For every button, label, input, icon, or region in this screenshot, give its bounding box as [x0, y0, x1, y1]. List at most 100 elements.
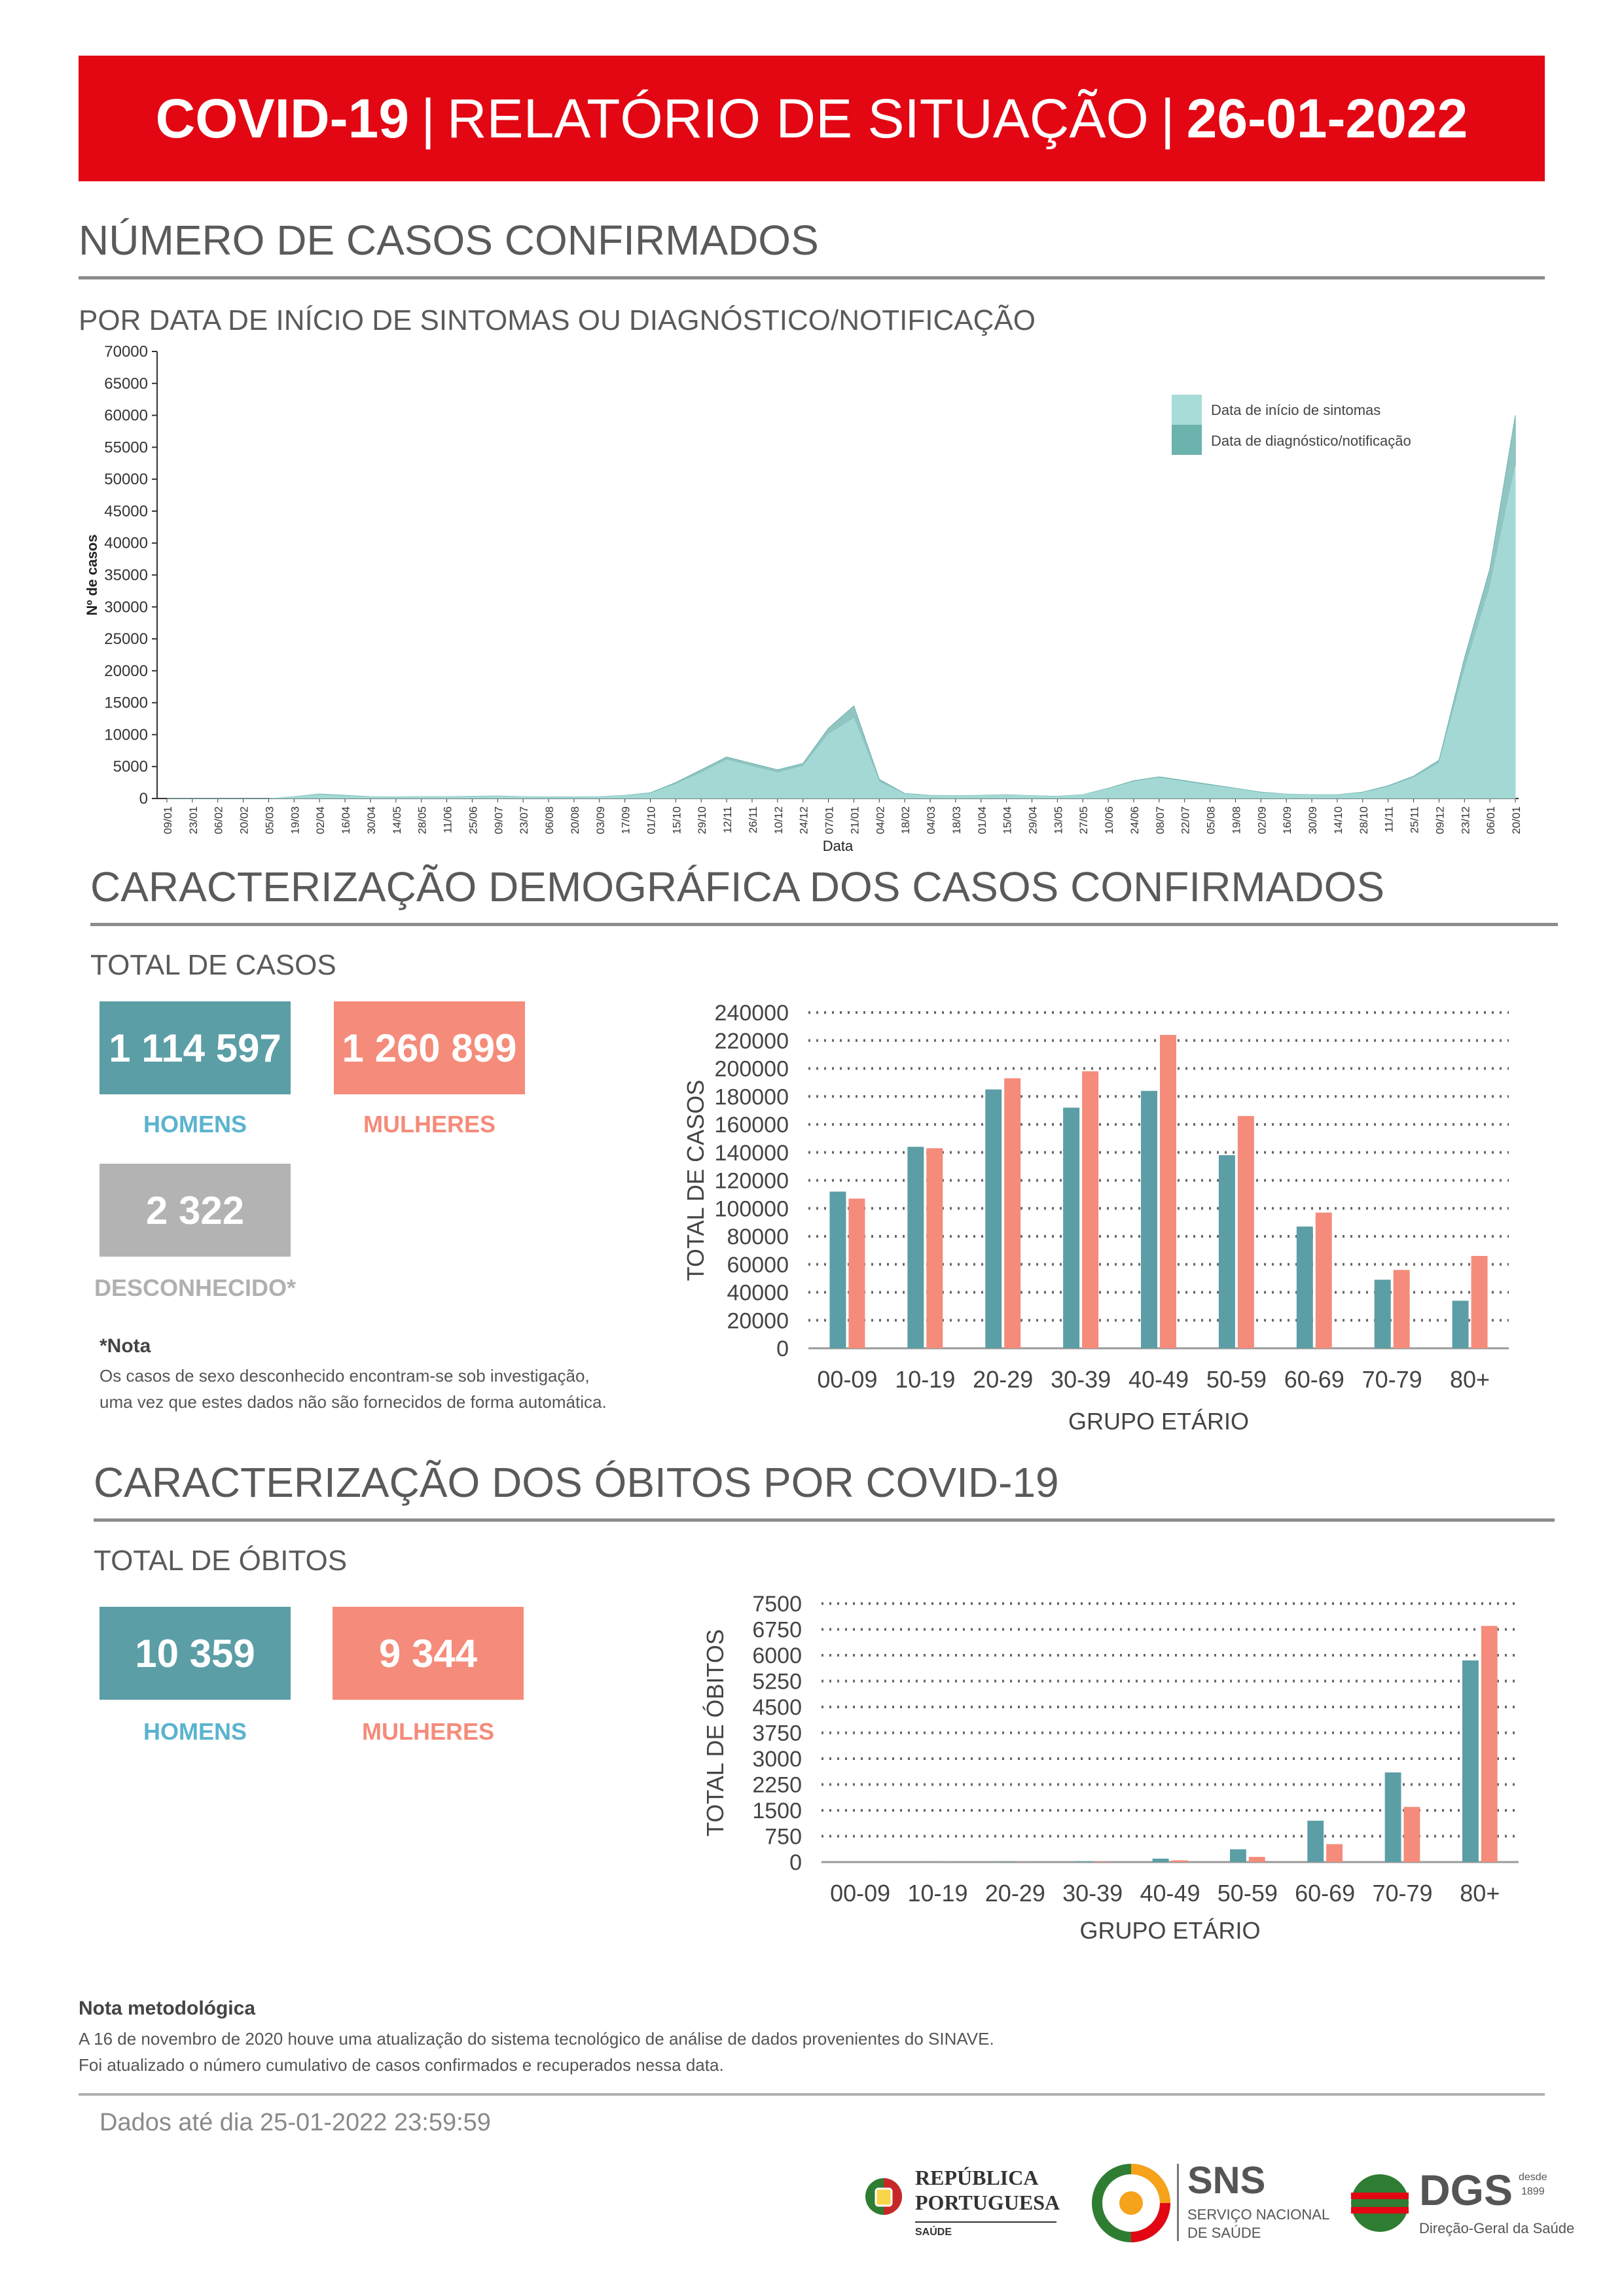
bar-mulheres-30-39: [1094, 1861, 1111, 1862]
x-tick-label: 50-59: [1206, 1366, 1267, 1393]
x-tick-label: 28/10: [1358, 806, 1370, 834]
y-tick-label: 4500: [752, 1695, 802, 1720]
bar-homens-80+: [1462, 1660, 1479, 1862]
deaths-men-total: 10 359: [99, 1607, 291, 1700]
bar-mulheres-70-79: [1403, 1806, 1420, 1862]
bar-homens-70-79: [1374, 1280, 1391, 1348]
x-tick-label: 20-29: [985, 1880, 1045, 1907]
bar-mulheres-40-49: [1171, 1860, 1188, 1862]
x-tick-label: 18/02: [899, 806, 912, 834]
x-tick-label: 10-19: [895, 1366, 955, 1393]
dgs-since-label: desde: [1519, 2172, 1547, 2183]
y-tick-label: 35000: [104, 567, 148, 584]
y-tick-label: 5250: [752, 1670, 802, 1695]
x-tick-label: 30-39: [1051, 1366, 1111, 1393]
x-tick-label: 29/10: [696, 806, 708, 834]
y-tick-label: 40000: [104, 535, 148, 552]
bar-mulheres-60-69: [1315, 1212, 1332, 1348]
bar-homens-10-19: [907, 1147, 924, 1348]
x-tick-label: 27/05: [1077, 806, 1090, 834]
bar-homens-00-09: [829, 1191, 846, 1348]
x-tick-label: 09/07: [492, 806, 505, 834]
y-tick-label: 10000: [104, 726, 148, 744]
x-tick-label: 14/10: [1332, 806, 1344, 834]
x-tick-label: 04/02: [874, 806, 886, 834]
x-tick-label: 70-79: [1372, 1880, 1432, 1907]
x-tick-label: 17/09: [620, 806, 632, 834]
x-tick-label: 24/06: [1128, 806, 1141, 834]
x-tick-label: 21/01: [848, 806, 861, 834]
dgs-since-year: 1899: [1521, 2186, 1545, 2197]
data-until-timestamp: Dados até dia 25-01-2022 23:59:59: [99, 2109, 491, 2136]
y-tick-label: 60000: [727, 1253, 789, 1278]
x-tick-label: 19/03: [289, 806, 301, 834]
y-tick-label: 0: [789, 1850, 802, 1875]
y-tick-label: 40000: [727, 1281, 789, 1306]
cases-men-total: 1 114 597: [99, 1001, 291, 1094]
x-tick-label: 18/03: [950, 806, 963, 834]
y-tick-label: 20000: [104, 662, 148, 680]
y-tick-label: 2250: [752, 1773, 802, 1798]
bar-mulheres-80+: [1481, 1626, 1498, 1862]
x-tick-label: 19/08: [1230, 806, 1242, 834]
bar-mulheres-80+: [1471, 1255, 1488, 1348]
cases-men-label: HOMENS: [143, 1111, 247, 1138]
x-tick-label: 06/02: [213, 806, 225, 834]
x-tick-label: 80+: [1450, 1366, 1490, 1393]
sns-main-text: SNS: [1187, 2159, 1266, 2202]
deaths-women-total: 9 344: [333, 1607, 524, 1700]
x-tick-label: 30/09: [1307, 806, 1319, 834]
bar-homens-30-39: [1063, 1107, 1080, 1348]
republica-line-3: SAÚDE: [915, 2227, 952, 2238]
banner-covid: COVID-19: [155, 87, 410, 149]
x-tick-label: 03/09: [594, 806, 607, 834]
cases-women-label: MULHERES: [363, 1111, 496, 1138]
x-tick-label: 01/04: [976, 806, 988, 834]
x-tick-label: 05/08: [1205, 806, 1218, 834]
banner-report-title: RELATÓRIO DE SITUAÇÃO: [446, 87, 1149, 149]
legend-swatch-diagnosis: [1172, 425, 1202, 455]
x-tick-label: 08/07: [1154, 806, 1166, 834]
y-tick-label: 160000: [715, 1113, 789, 1138]
sex-note-line-2: uma vez que estes dados não são fornecid…: [99, 1392, 607, 1412]
x-tick-label: 30/04: [365, 806, 378, 834]
demo-section-rule: [90, 923, 1558, 926]
y-tick-label: 3000: [752, 1747, 802, 1772]
methodology-line-1: A 16 de novembro de 2020 houve uma atual…: [79, 2029, 994, 2049]
methodology-line-2: Foi atualizado o número cumulativo de ca…: [79, 2055, 724, 2075]
x-tick-label: 60-69: [1295, 1880, 1355, 1907]
deaths-section-rule: [94, 1518, 1555, 1522]
y-tick-label: 3750: [752, 1721, 802, 1746]
x-tick-label: 60-69: [1284, 1366, 1344, 1393]
x-tick-label: 20/02: [238, 806, 251, 834]
republica-line-2: PORTUGUESA: [915, 2191, 1060, 2214]
y-tick-label: 6000: [752, 1643, 802, 1668]
deaths-section-title: CARACTERIZAÇÃO DOS ÓBITOS POR COVID-19: [94, 1459, 1059, 1506]
bar-mulheres-60-69: [1326, 1844, 1343, 1862]
x-tick-label: 25/11: [1409, 806, 1421, 833]
bar-mulheres-20-29: [1004, 1078, 1021, 1348]
x-tick-label: 20/01: [1510, 806, 1523, 834]
x-tick-label: 00-09: [830, 1880, 890, 1907]
legend-label-onset: Data de início de sintomas: [1211, 402, 1380, 418]
x-tick-label: 02/04: [314, 806, 327, 834]
bar-mulheres-50-59: [1237, 1116, 1254, 1348]
x-tick-label: 28/05: [416, 806, 429, 834]
sns-line-2: DE SAÚDE: [1187, 2225, 1261, 2241]
x-tick-label: 00-09: [817, 1366, 877, 1393]
x-tick-label: 10-19: [907, 1880, 967, 1907]
x-tick-label: 10/06: [1103, 806, 1115, 834]
y-tick-label: 25000: [104, 630, 148, 648]
x-tick-label: 40-49: [1128, 1366, 1189, 1393]
x-tick-label: 70-79: [1362, 1366, 1422, 1393]
dgs-subtitle: Direção-Geral da Saúde: [1419, 2220, 1575, 2236]
sns-logo: SNS SERVIÇO NACIONAL DE SAÚDE: [1092, 2159, 1329, 2250]
sex-note-line-1: Os casos de sexo desconhecido encontram-…: [99, 1366, 590, 1386]
deaths-section-subtitle: TOTAL DE ÓBITOS: [94, 1545, 348, 1577]
deaths-by-age-chart: 0750150022503000375045005250600067507500…: [702, 1592, 1519, 1944]
cases-unknown-label: DESCONHECIDO*: [94, 1274, 297, 1301]
y-tick-label: 45000: [104, 503, 148, 520]
x-tick-label: 26/11: [747, 806, 759, 833]
y-tick-label: 100000: [715, 1196, 789, 1221]
x-axis-label: GRUPO ETÁRIO: [1079, 1917, 1260, 1944]
